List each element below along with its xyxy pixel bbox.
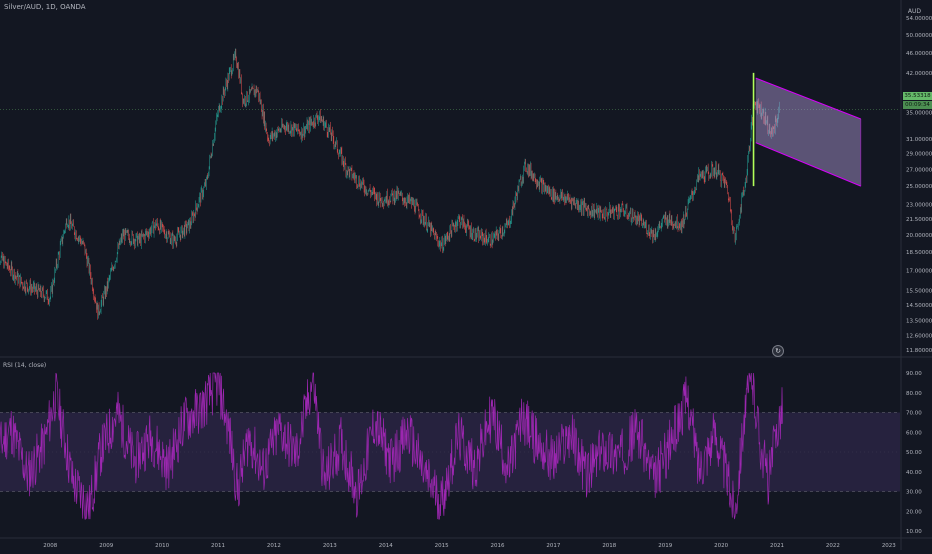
time-axis-tick: 2011 bbox=[211, 543, 225, 549]
price-axis-tick: 15.50000 bbox=[906, 288, 932, 294]
time-axis-tick: 2019 bbox=[658, 543, 672, 549]
price-axis-tick: 35.00000 bbox=[906, 111, 932, 117]
rsi-axis-tick: 70.00 bbox=[906, 411, 922, 417]
rsi-axis-tick: 50.00 bbox=[906, 450, 922, 456]
last-price-badge: 35.53318 bbox=[903, 92, 932, 100]
price-axis-tick: 13.50000 bbox=[906, 319, 932, 325]
price-axis-tick: 17.00000 bbox=[906, 268, 932, 274]
time-axis-tick: 2014 bbox=[379, 543, 393, 549]
rsi-axis-tick: 20.00 bbox=[906, 509, 922, 515]
rsi-axis-tick: 10.00 bbox=[906, 529, 922, 535]
time-axis-tick: 2008 bbox=[43, 543, 57, 549]
time-axis-tick: 2012 bbox=[267, 543, 281, 549]
channel-upper-line[interactable] bbox=[755, 77, 862, 120]
rsi-axis-tick: 40.00 bbox=[906, 470, 922, 476]
price-axis-tick: 54.00000 bbox=[906, 16, 932, 22]
price-axis-tick: 42.00000 bbox=[906, 71, 932, 77]
price-axis-tick: 23.00000 bbox=[906, 202, 932, 208]
price-axis-tick: 14.50000 bbox=[906, 303, 932, 309]
price-axis-tick: 27.00000 bbox=[906, 167, 932, 173]
price-axis-tick: 11.80000 bbox=[906, 348, 932, 354]
time-axis-tick: 2018 bbox=[602, 543, 616, 549]
rsi-axis-tick: 90.00 bbox=[906, 371, 922, 377]
time-axis-tick: 2016 bbox=[491, 543, 505, 549]
symbol-title[interactable]: Silver/AUD, 1D, OANDA bbox=[4, 3, 86, 11]
price-axis-tick: 20.00000 bbox=[906, 233, 932, 239]
time-axis-tick: 2020 bbox=[714, 543, 728, 549]
parallel-channel-fill[interactable] bbox=[755, 78, 861, 187]
price-axis-tick: 21.50000 bbox=[906, 217, 932, 223]
time-axis-tick: 2009 bbox=[99, 543, 113, 549]
rsi-indicator-label[interactable]: RSI (14, close) bbox=[3, 362, 47, 369]
time-axis-tick: 2023 bbox=[882, 543, 896, 549]
time-axis-tick: 2021 bbox=[770, 543, 784, 549]
rsi-axis-tick: 30.00 bbox=[906, 490, 922, 496]
currency-label: AUD bbox=[907, 8, 921, 15]
channel-lower-line[interactable] bbox=[755, 142, 862, 187]
rsi-axis-tick: 60.00 bbox=[906, 430, 922, 436]
price-axis-tick: 50.00000 bbox=[906, 33, 932, 39]
time-axis-tick: 2013 bbox=[323, 543, 337, 549]
price-axis-tick: 29.00000 bbox=[906, 152, 932, 158]
time-axis-tick: 2015 bbox=[435, 543, 449, 549]
price-axis-tick: 31.00000 bbox=[906, 137, 932, 143]
rsi-axis-tick: 80.00 bbox=[906, 391, 922, 397]
time-axis-tick: 2017 bbox=[546, 543, 560, 549]
price-axis-tick: 12.60000 bbox=[906, 334, 932, 340]
price-axis-tick: 25.00000 bbox=[906, 184, 932, 190]
rsi-line[interactable] bbox=[0, 372, 783, 520]
price-axis-tick: 18.50000 bbox=[906, 250, 932, 256]
price-axis-tick: 46.00000 bbox=[906, 51, 932, 57]
bar-countdown-badge: 00:09:34 bbox=[903, 101, 932, 109]
time-axis-tick: 2010 bbox=[155, 543, 169, 549]
replay-icon[interactable]: ↻ bbox=[772, 345, 784, 357]
time-axis-tick: 2022 bbox=[826, 543, 840, 549]
